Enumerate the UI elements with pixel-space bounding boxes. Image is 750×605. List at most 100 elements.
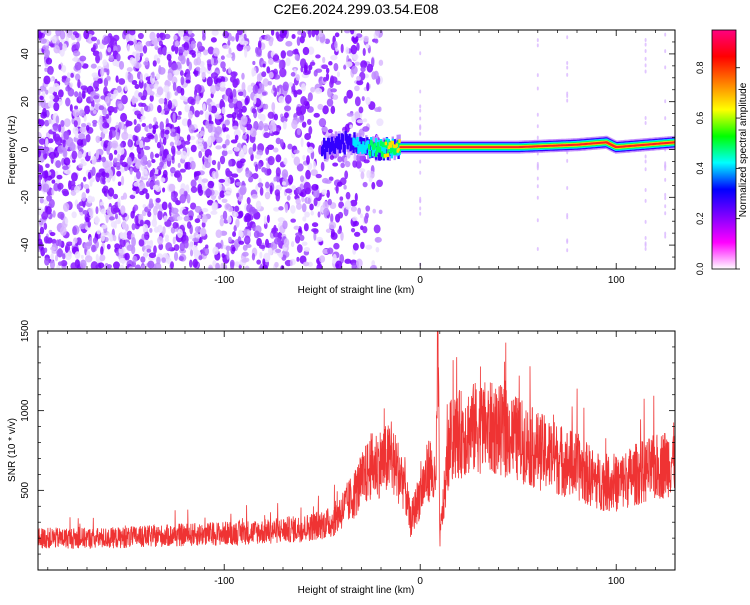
spectrogram-cell bbox=[358, 106, 364, 114]
spectrogram-cell bbox=[72, 109, 80, 118]
spectrogram-cell bbox=[43, 235, 50, 244]
spectrogram-cell bbox=[40, 246, 46, 257]
spectrogram-cell bbox=[274, 237, 281, 245]
spectrogram-cell bbox=[179, 70, 184, 77]
spectrogram-cell bbox=[156, 165, 163, 171]
spectrogram-cell bbox=[365, 43, 370, 49]
spectrogram-cell bbox=[121, 161, 128, 167]
spectrogram-cell bbox=[74, 185, 81, 193]
spectrogram-cell bbox=[64, 251, 72, 261]
spectrogram-cell bbox=[306, 118, 312, 125]
spectrogram-cell bbox=[238, 36, 245, 45]
spectrogram-cell bbox=[162, 169, 168, 179]
spectrogram-cell bbox=[301, 203, 307, 213]
spectrogram-cell bbox=[300, 66, 304, 73]
spectrogram-cell bbox=[134, 62, 142, 69]
spectrogram-cell bbox=[194, 205, 202, 213]
spectrogram-cell bbox=[39, 218, 44, 226]
spectrogram-cell bbox=[664, 177, 667, 182]
spectrogram-cell bbox=[272, 84, 276, 91]
spectrogram-cell bbox=[199, 227, 207, 237]
spectrogram-cell bbox=[124, 252, 130, 261]
spectrogram-cell bbox=[257, 112, 262, 120]
spectrogram-cell bbox=[536, 112, 539, 117]
spectrogram-cell bbox=[244, 265, 250, 269]
spectrogram-cell bbox=[157, 210, 163, 221]
spectrogram-cell bbox=[80, 123, 87, 128]
spectrogram-cell bbox=[174, 251, 179, 262]
snr-panel: -100 0 100 500 1000 1500 Height of straight … bbox=[7, 319, 676, 596]
spectrogram-cell bbox=[140, 102, 147, 108]
spectrogram-cell bbox=[299, 255, 307, 264]
spectrogram-cell bbox=[664, 211, 667, 216]
spectrogram-cell bbox=[126, 67, 133, 72]
spectrogram-cell bbox=[245, 170, 253, 178]
spectrogram-cell bbox=[222, 143, 227, 149]
spectrogram-cell bbox=[156, 256, 161, 265]
spectrogram-cell bbox=[128, 32, 136, 41]
spectrogram-cell bbox=[273, 207, 280, 212]
spectrogram-cell bbox=[170, 63, 178, 71]
spectrogram-cell bbox=[132, 186, 137, 192]
spectrogram-cell bbox=[296, 106, 301, 115]
spectrogram-cell bbox=[113, 45, 118, 53]
spectrogram-cell bbox=[270, 30, 275, 36]
spectrogram-cell bbox=[252, 84, 259, 95]
spectrogram-cell bbox=[39, 197, 44, 204]
spectrogram-cell bbox=[346, 112, 354, 117]
spectrogram-cell bbox=[207, 199, 214, 206]
spectrogram-cell bbox=[74, 73, 81, 81]
spectrogram-cell bbox=[172, 236, 176, 245]
spectrogram-cell bbox=[81, 90, 86, 99]
spectrogram-cell bbox=[42, 199, 49, 205]
spectrogram-cell bbox=[179, 139, 186, 149]
spectrogram-cell bbox=[103, 236, 109, 243]
spectrogram-cell bbox=[248, 176, 254, 183]
spectrogram-cell bbox=[54, 254, 59, 262]
spectrogram-cell bbox=[257, 162, 262, 170]
spectrogram-cell bbox=[303, 247, 311, 252]
spectrogram-cell bbox=[158, 243, 164, 251]
spectrogram-cell bbox=[139, 52, 144, 57]
spectrogram-cell bbox=[118, 147, 125, 155]
spectrogram-cell bbox=[190, 98, 196, 106]
spectrogram-cell bbox=[233, 147, 240, 152]
spectrogram-cell bbox=[227, 206, 234, 213]
spectrogram-cell bbox=[151, 159, 156, 164]
spectrogram-cell bbox=[235, 181, 243, 186]
spectrogram-cell bbox=[155, 197, 161, 203]
spectrogram-cell bbox=[265, 181, 270, 189]
spectrogram-cell bbox=[279, 139, 284, 148]
spectrogram-cell bbox=[177, 46, 185, 53]
spectrogram-cell bbox=[66, 72, 71, 79]
spectrogram-cell bbox=[41, 211, 49, 220]
spectrogram-cell bbox=[332, 253, 337, 264]
spectrogram-cell bbox=[170, 226, 176, 234]
spectrogram-cell bbox=[71, 211, 77, 219]
spectrogram-cell bbox=[231, 246, 236, 252]
spectrogram-cell bbox=[61, 188, 69, 195]
spectrogram-cell bbox=[365, 205, 371, 212]
spectrogram-cell bbox=[96, 39, 101, 45]
spectrogram-cell bbox=[113, 157, 118, 163]
colorbar-tick-label: 0.0 bbox=[695, 263, 705, 276]
spectrogram-cell bbox=[186, 57, 190, 67]
spectrogram-cell bbox=[221, 106, 226, 115]
spectrogram-cell bbox=[217, 161, 221, 171]
spectrogram-cell bbox=[101, 156, 107, 163]
spectrogram-cell bbox=[184, 104, 190, 113]
spectrogram-cell bbox=[182, 35, 190, 42]
spectrogram-cell bbox=[664, 32, 667, 37]
spectrogram-cell bbox=[44, 67, 48, 72]
spectrogram-cell bbox=[113, 89, 119, 97]
spectrogram-cell bbox=[644, 154, 647, 159]
spectrogram-cell bbox=[249, 128, 257, 138]
spectrogram-cell bbox=[107, 47, 112, 53]
spectrogram-cell bbox=[282, 181, 286, 186]
spectrogram-cell bbox=[372, 208, 377, 214]
spectrogram-cell bbox=[139, 72, 144, 83]
spectrogram-cell bbox=[196, 214, 202, 220]
spectrogram-cell bbox=[324, 179, 332, 184]
spectrogram-cell bbox=[152, 60, 157, 67]
spectrogram-cell bbox=[106, 264, 113, 269]
